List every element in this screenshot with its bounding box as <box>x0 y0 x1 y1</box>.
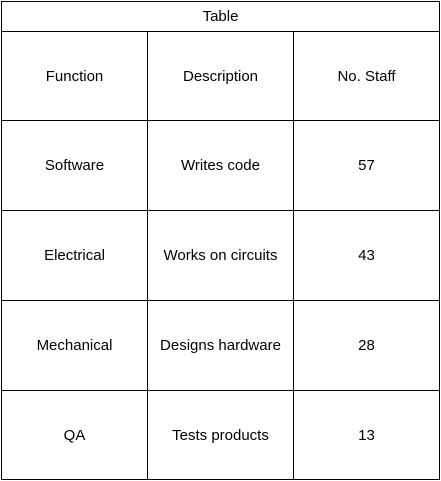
table-grid: Function Description No. Staff Software … <box>2 32 439 479</box>
table-cell-staff: 28 <box>294 301 439 391</box>
table-title: Table <box>2 2 439 32</box>
table-cell-description: Works on circuits <box>148 211 294 301</box>
table-cell-function: Mechanical <box>2 301 148 391</box>
column-header-function: Function <box>2 32 148 121</box>
table-cell-function: Software <box>2 121 148 211</box>
column-header-staff: No. Staff <box>294 32 439 121</box>
column-header-description: Description <box>148 32 294 121</box>
table-cell-function: QA <box>2 391 148 479</box>
table-cell-description: Designs hardware <box>148 301 294 391</box>
table-cell-description: Tests products <box>148 391 294 479</box>
table-cell-staff: 43 <box>294 211 439 301</box>
table-cell-staff: 13 <box>358 426 375 444</box>
table-cell-staff: 57 <box>294 121 439 211</box>
table-cell-function: Electrical <box>2 211 148 301</box>
table-cell-description: Writes code <box>148 121 294 211</box>
